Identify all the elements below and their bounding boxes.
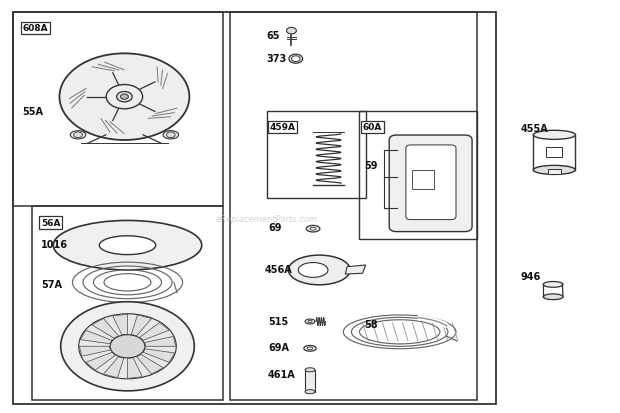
Circle shape — [106, 85, 143, 109]
Bar — [13, 13, 223, 206]
Ellipse shape — [99, 236, 156, 255]
Text: 59: 59 — [365, 160, 378, 170]
Bar — [360, 112, 477, 240]
Polygon shape — [92, 319, 118, 338]
Bar — [546, 148, 562, 158]
Ellipse shape — [533, 166, 575, 175]
FancyBboxPatch shape — [389, 136, 472, 232]
Polygon shape — [79, 347, 110, 356]
Text: 69A: 69A — [268, 342, 289, 352]
Ellipse shape — [543, 282, 563, 287]
Polygon shape — [86, 352, 115, 370]
Ellipse shape — [304, 346, 316, 351]
Circle shape — [120, 95, 128, 100]
Text: 456A: 456A — [265, 264, 293, 274]
Ellipse shape — [305, 390, 315, 394]
Text: 455A: 455A — [520, 124, 548, 134]
Bar — [412, 170, 435, 190]
Ellipse shape — [305, 319, 315, 324]
Text: 461A: 461A — [268, 370, 296, 380]
Ellipse shape — [289, 55, 303, 64]
Text: 515: 515 — [268, 316, 288, 326]
Circle shape — [167, 133, 175, 138]
Polygon shape — [81, 330, 112, 344]
Bar — [267, 112, 366, 198]
Text: 65: 65 — [267, 31, 280, 40]
Bar — [305, 370, 315, 392]
Circle shape — [291, 57, 300, 62]
Ellipse shape — [308, 347, 312, 350]
Ellipse shape — [310, 228, 316, 230]
Ellipse shape — [308, 321, 312, 323]
Ellipse shape — [298, 263, 328, 278]
Text: 373: 373 — [267, 54, 287, 64]
Polygon shape — [113, 314, 128, 335]
Text: eReplacementParts.com: eReplacementParts.com — [216, 214, 318, 223]
Ellipse shape — [53, 221, 202, 270]
Text: 1016: 1016 — [41, 240, 68, 249]
Text: 608A: 608A — [22, 24, 48, 33]
Circle shape — [74, 133, 82, 138]
Polygon shape — [136, 354, 163, 374]
Text: 58: 58 — [365, 319, 378, 329]
Text: 946: 946 — [520, 271, 541, 282]
Ellipse shape — [543, 294, 563, 300]
Ellipse shape — [288, 256, 350, 285]
Bar — [13, 13, 495, 404]
Bar — [548, 170, 560, 175]
Ellipse shape — [163, 131, 179, 140]
Ellipse shape — [305, 368, 315, 372]
Polygon shape — [104, 357, 124, 378]
Ellipse shape — [306, 226, 320, 233]
Polygon shape — [345, 266, 366, 274]
Circle shape — [79, 314, 176, 379]
Ellipse shape — [533, 131, 575, 140]
Circle shape — [61, 302, 194, 391]
Text: 459A: 459A — [270, 123, 296, 132]
Text: 57A: 57A — [41, 280, 62, 290]
Text: 56A: 56A — [41, 218, 60, 228]
Text: 55A: 55A — [22, 107, 43, 117]
Circle shape — [117, 92, 132, 102]
Bar — [32, 206, 223, 400]
Circle shape — [286, 28, 296, 35]
Polygon shape — [144, 337, 175, 347]
Text: 60A: 60A — [363, 123, 382, 132]
Circle shape — [60, 54, 189, 141]
Polygon shape — [128, 358, 143, 378]
Circle shape — [110, 335, 145, 358]
Polygon shape — [140, 323, 169, 340]
Polygon shape — [143, 349, 175, 363]
FancyBboxPatch shape — [406, 145, 456, 220]
Polygon shape — [131, 315, 151, 336]
Bar — [229, 13, 477, 400]
Ellipse shape — [70, 131, 86, 140]
Text: 69: 69 — [268, 222, 281, 232]
